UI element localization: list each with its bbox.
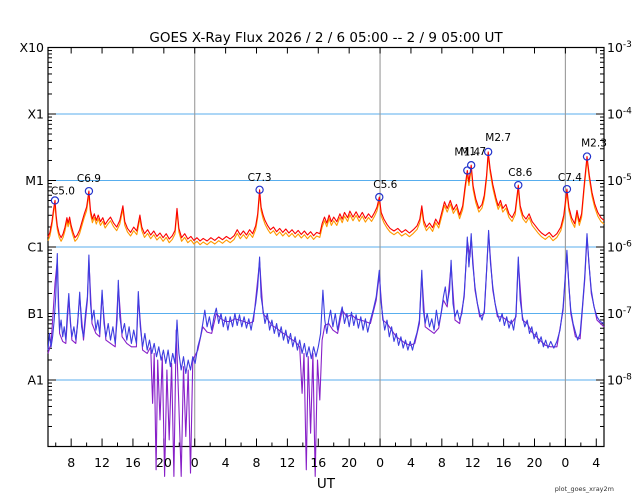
flare-label: C8.6 [508, 167, 532, 179]
x-tick-label: 0 [191, 455, 199, 470]
y-right-label: 10-4 [607, 107, 632, 122]
x-tick-label: 4 [222, 455, 230, 470]
flare-label: C7.4 [558, 172, 582, 184]
x-axis-title: UT [317, 476, 336, 492]
y-right-label: 10-5 [607, 173, 632, 188]
series-blue-path [47, 229, 605, 374]
series-orange-path [47, 155, 605, 246]
x-tick-label: 12 [465, 455, 481, 470]
y-left-label: X1 [27, 107, 44, 122]
series-red-path [47, 151, 605, 242]
x-tick-label: 8 [253, 455, 261, 470]
x-tick-label: 12 [94, 455, 110, 470]
y-left-label: C1 [27, 240, 44, 255]
series-purple-path [47, 233, 605, 477]
y-left-label: B1 [27, 306, 44, 321]
flare-marker [466, 161, 476, 170]
x-tick-label: 0 [561, 455, 569, 470]
flare-marker [463, 166, 472, 175]
flare-label: C5.0 [51, 185, 75, 197]
flare-marker [562, 184, 572, 194]
x-tick-label: 12 [279, 455, 295, 470]
flare-label: M2.3 [581, 138, 607, 150]
y-right-label: 10-6 [607, 240, 632, 255]
flare-marker [582, 152, 592, 161]
y-left-label: X10 [20, 40, 45, 55]
x-tick-label: 20 [341, 455, 357, 470]
x-tick-label: 20 [527, 455, 543, 470]
chart-title: GOES X-Ray Flux 2026 / 2 / 6 05:00 -- 2 … [149, 30, 503, 46]
plot-credit: plot_goes_xray2m [555, 485, 614, 493]
x-tick-label: 8 [67, 455, 75, 470]
flare-marker [84, 186, 94, 196]
plot-area: C5.0C6.9 C7.3 C5.6 M1.4M1.7 M2.7 C8.6 C7.4 M2.3… [20, 40, 632, 477]
x-tick-label: 20 [156, 455, 172, 470]
y-left-label: A1 [27, 373, 44, 388]
x-tick-label: 8 [438, 455, 446, 470]
flare-marker [50, 196, 60, 205]
flare-label: C7.3 [248, 172, 272, 184]
flare-marker [483, 147, 493, 157]
x-tick-label: 16 [496, 455, 512, 470]
flare-label: M2.7 [485, 132, 511, 144]
flare-marker [255, 185, 264, 195]
x-tick-label: 16 [310, 455, 326, 470]
y-right-label: 10-8 [607, 373, 632, 388]
x-tick-label: 16 [125, 455, 141, 470]
y-right-label: 10-7 [607, 306, 632, 321]
x-tick-label: 0 [376, 455, 384, 470]
flare-label: M1.7 [460, 146, 486, 158]
flare-marker [375, 192, 384, 202]
x-tick-label: 4 [592, 455, 600, 470]
flare-marker [514, 180, 523, 190]
flare-label: C5.6 [373, 179, 397, 191]
y-left-label: M1 [25, 173, 44, 188]
flare-label: C6.9 [77, 173, 101, 185]
flare-label: M1.4 [454, 147, 480, 159]
y-right-label: 10-3 [607, 40, 632, 55]
x-tick-label: 4 [407, 455, 415, 470]
